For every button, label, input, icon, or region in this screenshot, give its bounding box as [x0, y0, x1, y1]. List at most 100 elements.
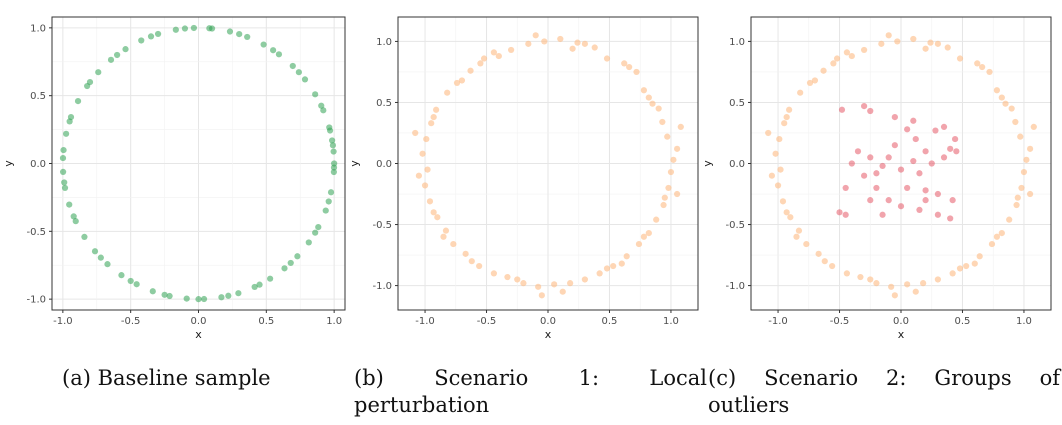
data-point-perturbed — [635, 240, 643, 248]
data-point-ring — [1014, 194, 1021, 201]
y-tick-label: -0.5 — [725, 220, 745, 231]
data-point-ring — [998, 229, 1005, 237]
data-point-perturbed — [434, 214, 441, 221]
data-point-ring — [833, 55, 841, 62]
data-point-ring — [912, 288, 919, 295]
plot-b: -1.0 -0.5 0.0 0.5 1.0 -1.0 -0.5 0.0 0.5 1.0 x y — [348, 16, 699, 341]
data-point-baseline — [60, 168, 67, 176]
data-point-ring — [891, 292, 898, 299]
x-axis-title: x — [195, 328, 202, 341]
data-point-outliers — [867, 197, 874, 204]
data-point-baseline — [138, 37, 145, 44]
data-point-ring — [803, 240, 810, 248]
data-point-ring — [867, 276, 874, 283]
y-tick-label: -1.0 — [372, 281, 392, 292]
x-tick-label: -0.5 — [830, 316, 850, 327]
data-point-ring — [1030, 123, 1037, 130]
data-point-perturbed — [559, 288, 566, 295]
data-point-perturbed — [508, 46, 515, 54]
x-tick-label: 0.0 — [540, 316, 556, 327]
data-point-perturbed — [670, 156, 677, 163]
data-point-outliers — [879, 211, 886, 218]
panel-b: -1.0 -0.5 0.0 0.5 1.0 -1.0 -0.5 0.0 0.5 1.0 x y (b)… — [348, 0, 708, 425]
data-point-ring — [811, 77, 819, 84]
data-point-ring — [993, 233, 1000, 240]
data-point-ring — [765, 129, 772, 137]
data-point-baseline — [281, 265, 288, 272]
x-tick-label: -1.0 — [53, 316, 73, 327]
data-point-perturbed — [412, 129, 419, 137]
data-point-baseline — [330, 168, 337, 176]
data-point-perturbed — [468, 258, 475, 265]
data-point-ring — [922, 45, 929, 52]
panel-c: -1.0 -0.5 0.0 0.5 1.0 -1.0 -0.5 0.0 0.5 1.0 x y (c)… — [701, 0, 1062, 425]
x-tick-label: 1.0 — [1016, 316, 1032, 327]
data-point-perturbed — [495, 52, 502, 60]
data-point-ring — [774, 182, 782, 189]
data-point-baseline — [218, 294, 225, 301]
data-point-ring — [843, 49, 850, 56]
x-tick-label: 0.0 — [893, 316, 909, 327]
data-point-ring — [793, 233, 800, 240]
data-point-outliers — [879, 162, 886, 170]
data-point-baseline — [95, 69, 102, 76]
data-point-ring — [783, 209, 790, 216]
data-point-perturbed — [458, 77, 466, 84]
data-point-baseline — [225, 292, 232, 299]
data-point-perturbed — [415, 172, 422, 179]
data-point-baseline — [63, 130, 70, 137]
data-point-baseline — [330, 148, 337, 155]
data-point-outliers — [842, 211, 849, 218]
y-tick-label: -0.5 — [372, 220, 392, 231]
data-point-baseline — [289, 62, 296, 70]
data-point-perturbed — [640, 87, 647, 94]
data-point-baseline — [235, 290, 242, 297]
data-point-ring — [971, 260, 978, 267]
y-tick-label: 0.0 — [30, 159, 46, 170]
data-point-ring — [888, 283, 895, 290]
plot-a: -1.0 -0.5 0.0 0.5 1.0 -1.0 -0.5 0.0 0.5 1.0 x y — [2, 16, 346, 341]
data-point-outliers — [873, 184, 880, 192]
data-point-ring — [772, 150, 779, 157]
data-point-ring — [1008, 105, 1015, 112]
data-point-ring — [1027, 190, 1034, 198]
data-point-perturbed — [603, 265, 611, 272]
y-tick-label: 0.0 — [729, 159, 745, 170]
data-point-baseline — [122, 46, 129, 53]
data-point-perturbed — [525, 40, 532, 47]
data-point-ring — [1002, 100, 1009, 107]
data-point-ring — [1023, 156, 1030, 163]
data-point-ring — [783, 114, 790, 121]
data-point-perturbed — [450, 240, 457, 248]
x-tick-label: -1.0 — [415, 316, 435, 327]
data-point-baseline — [326, 127, 334, 134]
data-point-baseline — [320, 107, 327, 114]
data-point-perturbed — [645, 94, 652, 101]
data-point-ring — [797, 89, 804, 96]
data-point-perturbed — [591, 44, 598, 51]
data-point-outliers — [932, 127, 939, 134]
data-point-ring — [993, 87, 1000, 94]
data-point-ring — [934, 40, 941, 47]
data-point-ring — [787, 214, 794, 221]
data-point-perturbed — [428, 120, 435, 127]
data-point-baseline — [301, 76, 309, 83]
x-tick-label: -0.5 — [477, 316, 497, 327]
data-point-perturbed — [574, 39, 581, 46]
y-tick-label: 0.5 — [376, 98, 392, 109]
data-point-baseline — [236, 30, 243, 38]
data-point-baseline — [166, 292, 173, 300]
data-point-ring — [949, 270, 956, 277]
data-point-baseline — [294, 253, 301, 260]
data-point-perturbed — [535, 283, 542, 290]
data-point-ring — [786, 106, 793, 113]
data-point-ring — [986, 68, 993, 76]
data-point-ring — [873, 280, 880, 287]
y-tick-label: -1.0 — [26, 295, 46, 306]
data-point-perturbed — [659, 118, 666, 126]
data-point-baseline — [315, 224, 322, 231]
data-point-perturbed — [419, 150, 426, 157]
data-point-perturbed — [665, 184, 672, 192]
data-point-perturbed — [621, 60, 628, 67]
data-point-outliers — [848, 160, 855, 167]
